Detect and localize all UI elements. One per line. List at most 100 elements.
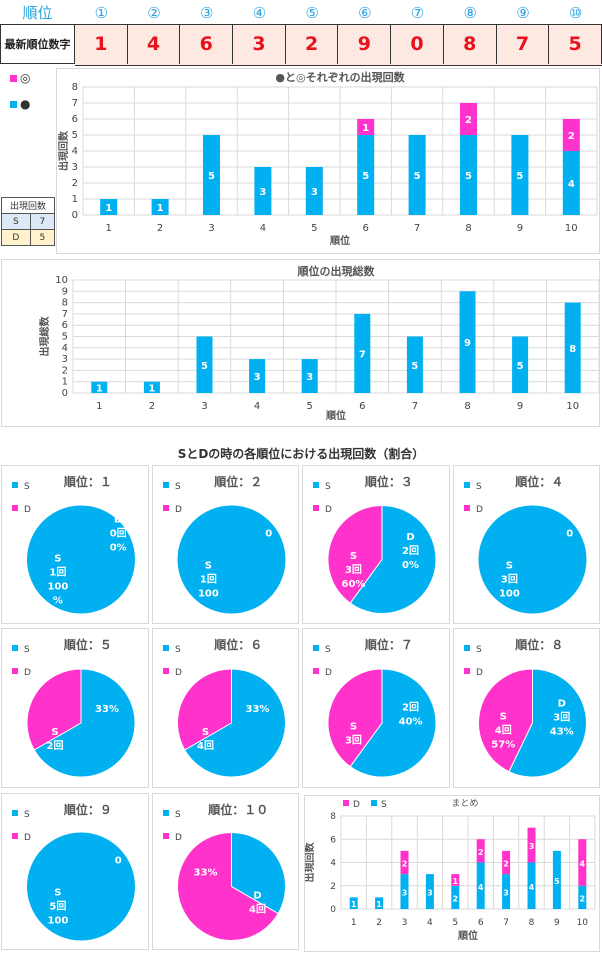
x-tick-label: 1 <box>96 401 102 412</box>
latest-digit: 3 <box>233 24 286 64</box>
legend-swatch-d <box>12 505 18 511</box>
x-tick-label: 8 <box>464 401 470 412</box>
rank-number: ⑧ <box>463 4 477 22</box>
chart-stacked-counts: 0 1 2 3 4 5 6 7 8 1 2 3 4 5 6 7 8 9 10 1 1 5 3 3 5 5 5 5 4 1 2 2 ●と◎それぞれ… <box>56 68 600 254</box>
bar-s <box>151 199 169 215</box>
bar-value-label: 1 <box>157 203 164 214</box>
legend-swatch-s <box>163 482 169 488</box>
pie-label-d: 2回 <box>402 545 419 557</box>
legend-label-s: S <box>325 645 331 655</box>
legend-swatch-d <box>313 668 319 674</box>
legend-label-dot: ● <box>20 97 31 111</box>
y-tick-label: 8 <box>330 812 336 822</box>
y-tick-label: 1 <box>72 194 78 205</box>
chart-title: まとめ <box>451 798 478 809</box>
legend-swatch-s <box>163 645 169 651</box>
count-row-d-val: 5 <box>29 229 56 246</box>
bar-value-label: 4 <box>478 883 484 892</box>
x-tick-label: 7 <box>412 401 418 412</box>
pie-chart-4: S D 順位：４ S 3回 100 0 <box>453 465 600 624</box>
y-tick-label: 2 <box>62 365 68 376</box>
pie-svg: S D 順位：１ S 1回 100% D 0回 0% <box>12 474 135 614</box>
pie-title: 順位：８ <box>514 637 563 652</box>
y-tick-label: 4 <box>330 859 336 869</box>
pie-title: 順位：１ <box>63 474 112 489</box>
pie-svg: S D 順位：３ S 3回 60% D 2回 0% <box>313 474 437 614</box>
latest-digit: 6 <box>180 24 234 64</box>
rank-number: ⑦ <box>410 4 425 22</box>
pie-svg: S D 順位：７ S 3回 2回 40% <box>313 637 437 778</box>
y-axis-label: 出現回数 <box>57 130 70 171</box>
bar-s <box>425 874 434 909</box>
legend-label-d: D <box>476 668 483 678</box>
x-tick-label: 1 <box>351 918 357 928</box>
legend-label-d: D <box>325 505 332 515</box>
latest-row-bg <box>75 24 602 66</box>
y-tick-label: 7 <box>62 309 68 320</box>
bar-s <box>451 885 460 909</box>
legend-label-circle: ◎ <box>20 71 31 85</box>
legend-swatch-d <box>12 668 18 674</box>
legend-label-d: D <box>353 800 360 810</box>
y-tick-label: 3 <box>62 354 68 365</box>
bar-d <box>451 874 460 886</box>
chart-summary: 0 2 4 6 8 1 2 3 4 5 6 7 8 9 10 1 1 3 3 2 4 3 4 5 2 2 1 2 2 3 4 まとめ 順位 出現回… <box>303 795 600 952</box>
x-tick-label: 2 <box>149 401 155 412</box>
pie-label-s: 1回 <box>49 567 66 579</box>
bar-s <box>203 135 220 215</box>
pie-slice-s <box>349 668 437 778</box>
bar-d <box>578 839 587 886</box>
pie-label-d: 43% <box>550 726 574 737</box>
pie-svg: S D 順位：２ S 1回 100 0 <box>163 474 286 614</box>
bar-value-label: 1 <box>376 900 382 909</box>
legend-label-s: S <box>476 482 482 492</box>
x-tick-label: 4 <box>427 918 433 928</box>
pie-label-s: 100 <box>198 589 219 600</box>
bar-value-label: 2 <box>580 894 586 903</box>
bar-s <box>502 874 511 909</box>
legend-swatch-s <box>163 810 169 816</box>
pie-label-s: 1回 <box>200 574 217 586</box>
bar-s <box>375 897 384 909</box>
bar-value-label: 1 <box>351 900 357 909</box>
pie-label-s: S <box>205 561 212 572</box>
pie-label-s: 3回 <box>345 734 362 746</box>
legend-swatch-s <box>464 645 470 651</box>
pie-title: 順位：９ <box>63 802 112 817</box>
x-tick-label: 9 <box>517 223 523 234</box>
bar-value-label: 5 <box>465 171 472 182</box>
bar-value-label: 5 <box>201 361 208 372</box>
x-tick-label: 2 <box>157 223 163 234</box>
bar-s <box>305 167 323 215</box>
bar-d <box>460 103 477 135</box>
x-tick-label: 8 <box>465 223 471 234</box>
bar-value-label: 2 <box>568 131 575 142</box>
pie-chart-6: S D 順位：６ S 4回 33% <box>152 628 299 788</box>
y-tick-label: 2 <box>330 882 336 892</box>
x-tick-label: 6 <box>478 918 484 928</box>
pie-label-d: D <box>253 891 261 902</box>
x-tick-label: 8 <box>529 918 535 928</box>
pie-title: 順位：３ <box>364 474 413 489</box>
legend-swatch-s <box>12 482 18 488</box>
y-tick-label: 0 <box>330 905 336 915</box>
y-axis-label: 出現総数 <box>38 316 51 357</box>
bar-s <box>196 336 213 393</box>
y-tick-label: 1 <box>62 377 68 388</box>
bar-value-label: 5 <box>414 171 421 182</box>
legend-swatch-s <box>313 645 319 651</box>
bar-value-label: 5 <box>208 171 215 182</box>
bar-value-label: 5 <box>411 361 418 372</box>
y-tick-label: 0 <box>72 210 78 221</box>
legend-label-d: D <box>24 668 31 678</box>
legend-swatch-s <box>10 100 17 108</box>
bar-s <box>91 381 108 393</box>
bar-d <box>502 850 511 875</box>
bar-d <box>476 839 485 863</box>
bar-d <box>357 119 375 135</box>
pie-label-d: 0回 <box>110 527 127 539</box>
y-tick-label: 0 <box>62 388 68 399</box>
rank-number: ⑨ <box>516 4 530 22</box>
y-tick-label: 8 <box>62 298 68 309</box>
bar-value-label: 3 <box>306 372 313 383</box>
